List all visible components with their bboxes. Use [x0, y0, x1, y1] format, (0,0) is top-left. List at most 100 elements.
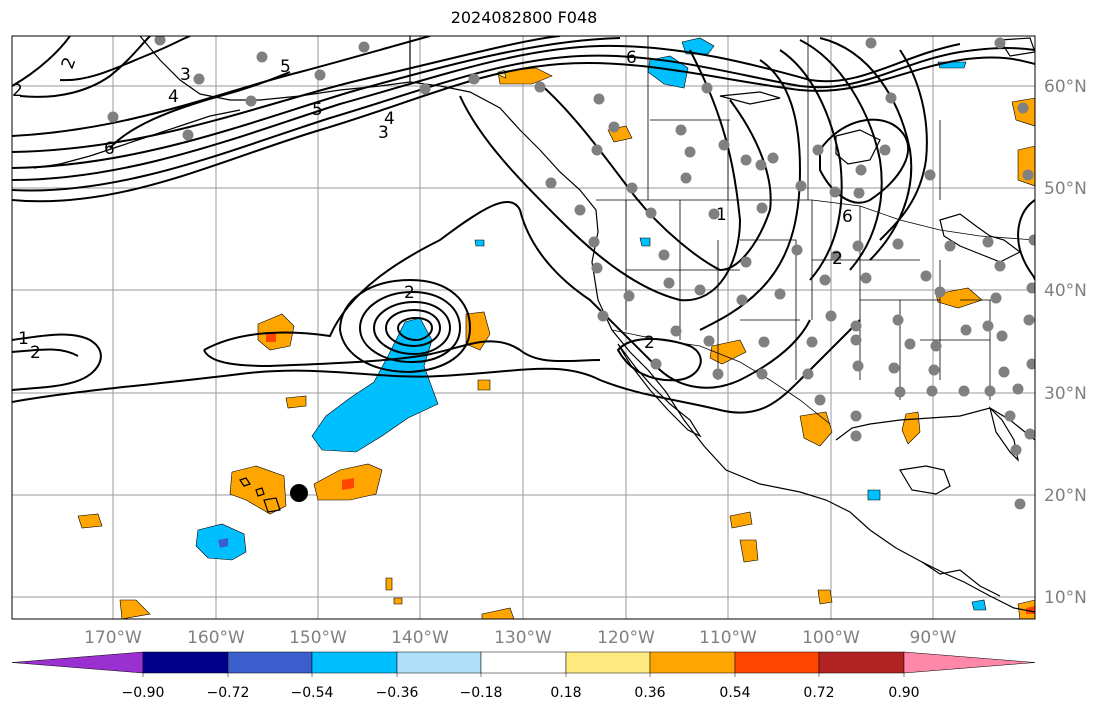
longitude-label: 100°W [802, 628, 860, 648]
contour-label: 2 [644, 333, 655, 353]
colorbar-tick-label: 0.90 [888, 685, 919, 701]
station-dots [107, 36, 1035, 510]
negative-anomaly-small-3 [867, 489, 881, 501]
colorbar-tick-label: 0.36 [634, 685, 665, 701]
colorbar-segment [818, 651, 905, 674]
positive-anomaly-small-g [481, 607, 515, 619]
gulf-coast [835, 407, 1035, 441]
colorbar-segment [480, 651, 567, 674]
state-lines-west [625, 200, 800, 380]
contour-label: 3 [378, 123, 389, 143]
baja-california [617, 343, 702, 438]
contour-label: 6 [626, 48, 637, 68]
colorbar-tick-label: −0.36 [376, 685, 419, 701]
latitude-label: 10°N [1044, 588, 1087, 608]
aleutians [33, 109, 241, 169]
positive-anomaly-mexico-w [709, 339, 747, 365]
latitude-label: 40°N [1044, 281, 1087, 301]
contour-label: 6 [842, 207, 853, 227]
anomaly-fills [77, 37, 1035, 619]
positive-anomaly-pacific-mx [729, 511, 753, 529]
colorbar-segment [396, 651, 482, 674]
colorbar-segment [565, 651, 651, 674]
positive-anomaly-hawaii-east-core [342, 478, 354, 490]
positive-anomaly-alaska [497, 67, 553, 85]
contour-label: 4 [384, 109, 395, 129]
positive-anomaly-pacific-mx2 [739, 539, 759, 563]
map-title: 2024082800 F048 [450, 8, 598, 27]
colorbar-segment [311, 651, 398, 674]
storm-position-marker [290, 484, 308, 502]
central-america [921, 561, 1001, 597]
canadian-islands [719, 37, 1035, 105]
hawaii [239, 477, 281, 513]
contour-label-group: 2 3 4 5 6 1 2 3 4 5 6 2 6 2 2 1 2 [12, 48, 853, 363]
contour-label: 5 [280, 57, 291, 77]
negative-anomaly-core [218, 538, 228, 548]
colorbar-tick-labels: −0.90 −0.72 −0.54 −0.36 −0.18 0.18 0.36 … [122, 685, 920, 701]
colorbar-extend-low [11, 651, 144, 674]
positive-anomaly-west-1-core [266, 332, 276, 342]
contour-label: 6 [104, 139, 115, 159]
latitude-label: 50°N [1044, 179, 1087, 199]
colorbar-tick-label: 0.72 [803, 685, 834, 701]
yucatan [899, 465, 951, 495]
colorbar-tick-label: −0.18 [460, 685, 503, 701]
colorbar-tick-label: −0.54 [291, 685, 334, 701]
negative-anomaly-small-4 [971, 599, 987, 611]
longitude-label: 90°W [910, 628, 957, 648]
colorbar-segment [142, 651, 229, 674]
contour-label: 2 [12, 81, 23, 101]
alaska-coast [139, 36, 411, 101]
longitude-label: 160°W [187, 628, 245, 648]
colorbar [11, 651, 1036, 677]
positive-anomaly-small-e [385, 577, 393, 591]
longitude-label: 110°W [699, 628, 757, 648]
colorbar-tick-label: 0.54 [719, 685, 750, 701]
colorbar-segment [649, 651, 736, 674]
positive-anomaly-ohio [935, 287, 983, 309]
latitude-axis: 60°N 50°N 40°N 30°N 20°N 10°N [1044, 77, 1087, 608]
longitude-label: 140°W [391, 628, 449, 648]
positive-anomaly-small-b [477, 379, 491, 391]
longitude-label: 150°W [289, 628, 347, 648]
positive-anomaly-small-f [393, 597, 403, 605]
colorbar-tick-label: −0.90 [122, 685, 165, 701]
latitude-label: 30°N [1044, 384, 1087, 404]
colorbar-segment [734, 651, 820, 674]
contour-label: 1 [18, 329, 29, 349]
positive-anomaly-ca-small [817, 589, 833, 605]
longitude-label: 170°W [84, 628, 142, 648]
colorbar-segment [227, 651, 313, 674]
coastlines-and-borders [33, 36, 1035, 613]
colorbar-tick-label: −0.72 [207, 685, 250, 701]
positive-anomaly-gulf [799, 411, 833, 447]
contour-label: 1 [716, 205, 727, 225]
negative-anomaly-main [311, 317, 439, 453]
latitude-label: 20°N [1044, 486, 1087, 506]
contour-label: 5 [312, 100, 323, 120]
positive-anomaly-small-c [77, 513, 103, 529]
contour-label: 2 [30, 343, 41, 363]
florida [988, 406, 1019, 462]
map-border [11, 35, 1036, 620]
colorbar-extend-high [903, 651, 1036, 674]
longitude-axis: 170°W 160°W 150°W 140°W 130°W 120°W 110°… [84, 628, 957, 648]
longitude-label: 120°W [597, 628, 655, 648]
contour-label: 2 [404, 283, 415, 303]
negative-anomaly-small-1 [474, 239, 485, 247]
positive-anomaly-small-d [119, 599, 151, 619]
longitude-label: 130°W [494, 628, 552, 648]
latitude-label: 60°N [1044, 77, 1087, 97]
contour-label: 4 [168, 87, 179, 107]
canada-provinces [647, 36, 941, 200]
negative-anomaly-small-2 [639, 237, 651, 247]
hudson-bay [835, 129, 881, 165]
north-america-coast [409, 36, 1035, 613]
contour-label: 3 [180, 65, 191, 85]
positive-anomaly-small-a [285, 395, 307, 409]
contour-lines [12, 36, 1035, 414]
contour-label: 2 [832, 249, 843, 269]
colorbar-tick-label: 0.18 [550, 685, 581, 701]
